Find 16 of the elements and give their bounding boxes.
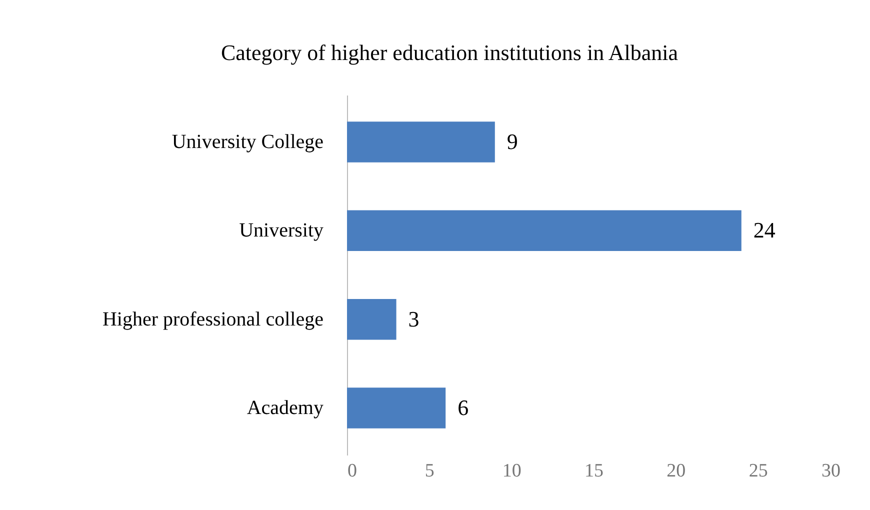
y-tick-label: Higher professional college xyxy=(102,308,324,330)
x-tick-label: 20 xyxy=(666,460,686,482)
x-tick-label: 30 xyxy=(822,460,840,482)
x-tick-label: 25 xyxy=(748,460,768,482)
y-tick-label: Academy xyxy=(246,397,324,420)
data-label: 24 xyxy=(753,218,776,243)
data-label: 6 xyxy=(458,395,469,420)
x-tick-label: 10 xyxy=(502,460,522,482)
y-tick-label: University xyxy=(239,220,324,242)
x-tick-label: 5 xyxy=(424,460,434,482)
data-label: 9 xyxy=(506,128,518,154)
x-tick-label: 0 xyxy=(348,460,357,482)
y-tick-label: University College xyxy=(172,130,324,153)
chart-title: Category of higher education institutions in Albania xyxy=(220,40,678,65)
x-tick-label: 15 xyxy=(584,460,604,482)
data-label: 3 xyxy=(408,306,420,332)
